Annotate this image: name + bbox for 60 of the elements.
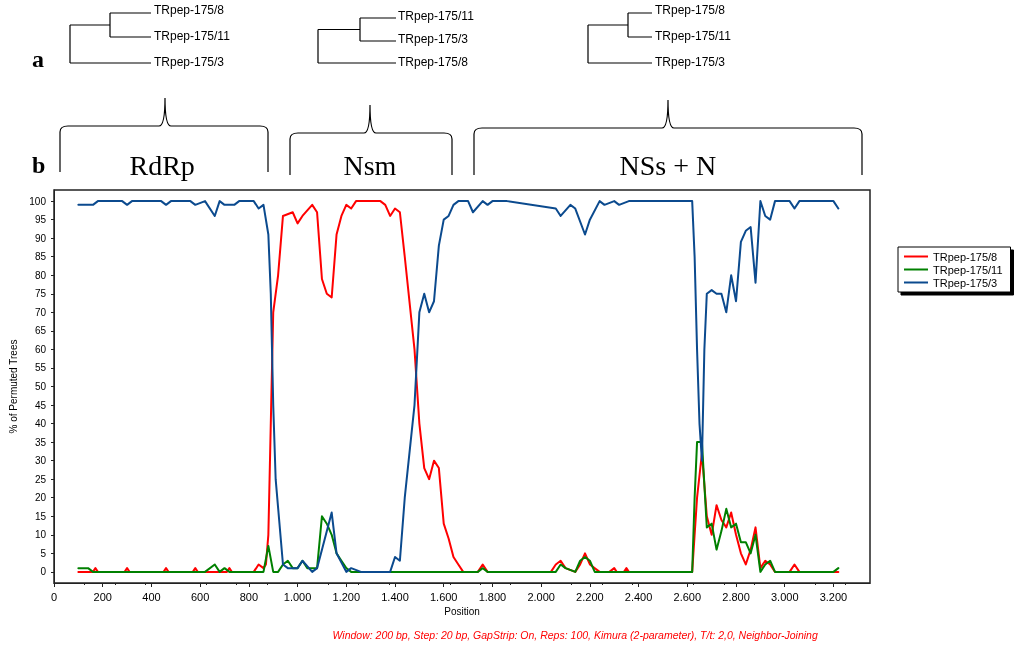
x-tick-label: 3.000 [770, 590, 799, 603]
y-axis-title: % of Permuted Trees [7, 339, 19, 434]
text: TRpep-175/11 [655, 29, 731, 43]
y-tick-label: 10 [34, 529, 47, 541]
y-tick-label: 85 [34, 251, 47, 263]
text: RdRp [129, 150, 195, 182]
text: TRpep-175/8 [655, 3, 726, 17]
text: TRpep-175/3 [398, 32, 469, 46]
y-tick-label: 5 [40, 547, 47, 559]
text: TRpep-175/11 [154, 29, 230, 43]
y-tick-label: 30 [34, 455, 47, 467]
text: TRpep-175/8 [398, 55, 469, 69]
text: Nsm [343, 150, 397, 182]
x-tick-label: 1.800 [478, 590, 507, 603]
legend-label: TRpep-175/11 [933, 263, 1003, 276]
text: TRpep-175/3 [655, 55, 726, 69]
y-tick-label: 20 [34, 492, 47, 504]
x-tick-label: 2.000 [527, 590, 555, 603]
y-tick-label: 80 [34, 269, 47, 281]
x-tick-label: 1.000 [283, 590, 312, 603]
text: Window: 200 bp, Step: 20 bp, GapStrip: On, Reps: 100, Kimura (2-parameter), T/t: 2,0, Neighbor-Joining [332, 629, 818, 641]
y-tick-label: 95 [34, 214, 47, 226]
text: TRpep-175/8 [154, 3, 225, 17]
text: NSs + N [619, 150, 717, 182]
x-tick-label: 2.600 [673, 590, 702, 603]
x-tick-label: 1.400 [381, 590, 409, 603]
x-tick-label: 2.800 [722, 590, 750, 603]
x-tick-label: 800 [239, 590, 259, 603]
line-series [77, 441, 840, 573]
x-tick-label: 2.200 [576, 590, 604, 603]
text: a [32, 46, 44, 73]
legend-label: TRpep-175/3 [933, 276, 998, 289]
x-tick-label: 200 [93, 590, 112, 603]
y-tick-label: 90 [34, 232, 47, 244]
x-tick-label: 600 [190, 590, 210, 603]
legend-label: TRpep-175/8 [933, 250, 998, 263]
y-tick-label: 15 [34, 510, 47, 522]
y-tick-label: 40 [34, 418, 47, 430]
x-axis-title: Position [444, 606, 480, 618]
y-tick-label: 35 [34, 436, 47, 448]
text: TRpep-175/11 [398, 9, 474, 23]
text: b [32, 152, 46, 179]
x-tick-label: 1.600 [429, 590, 458, 603]
line-series [77, 200, 840, 573]
y-tick-label: 50 [34, 381, 47, 392]
y-tick-label: 45 [34, 399, 47, 411]
x-tick-label: 400 [142, 590, 161, 603]
x-tick-label: 0 [50, 590, 58, 603]
x-tick-label: 2.400 [624, 590, 653, 603]
y-tick-label: 0 [40, 566, 47, 578]
x-tick-label: 1.200 [332, 590, 361, 603]
y-tick-label: 60 [34, 343, 47, 355]
y-tick-label: 25 [34, 473, 47, 485]
y-tick-label: 100 [29, 195, 47, 207]
x-tick-label: 3.200 [819, 590, 848, 603]
y-tick-label: 70 [34, 306, 47, 318]
y-tick-label: 65 [34, 325, 47, 337]
y-tick-label: 55 [34, 362, 47, 374]
text: TRpep-175/3 [154, 55, 225, 69]
y-tick-label: 75 [34, 288, 47, 300]
